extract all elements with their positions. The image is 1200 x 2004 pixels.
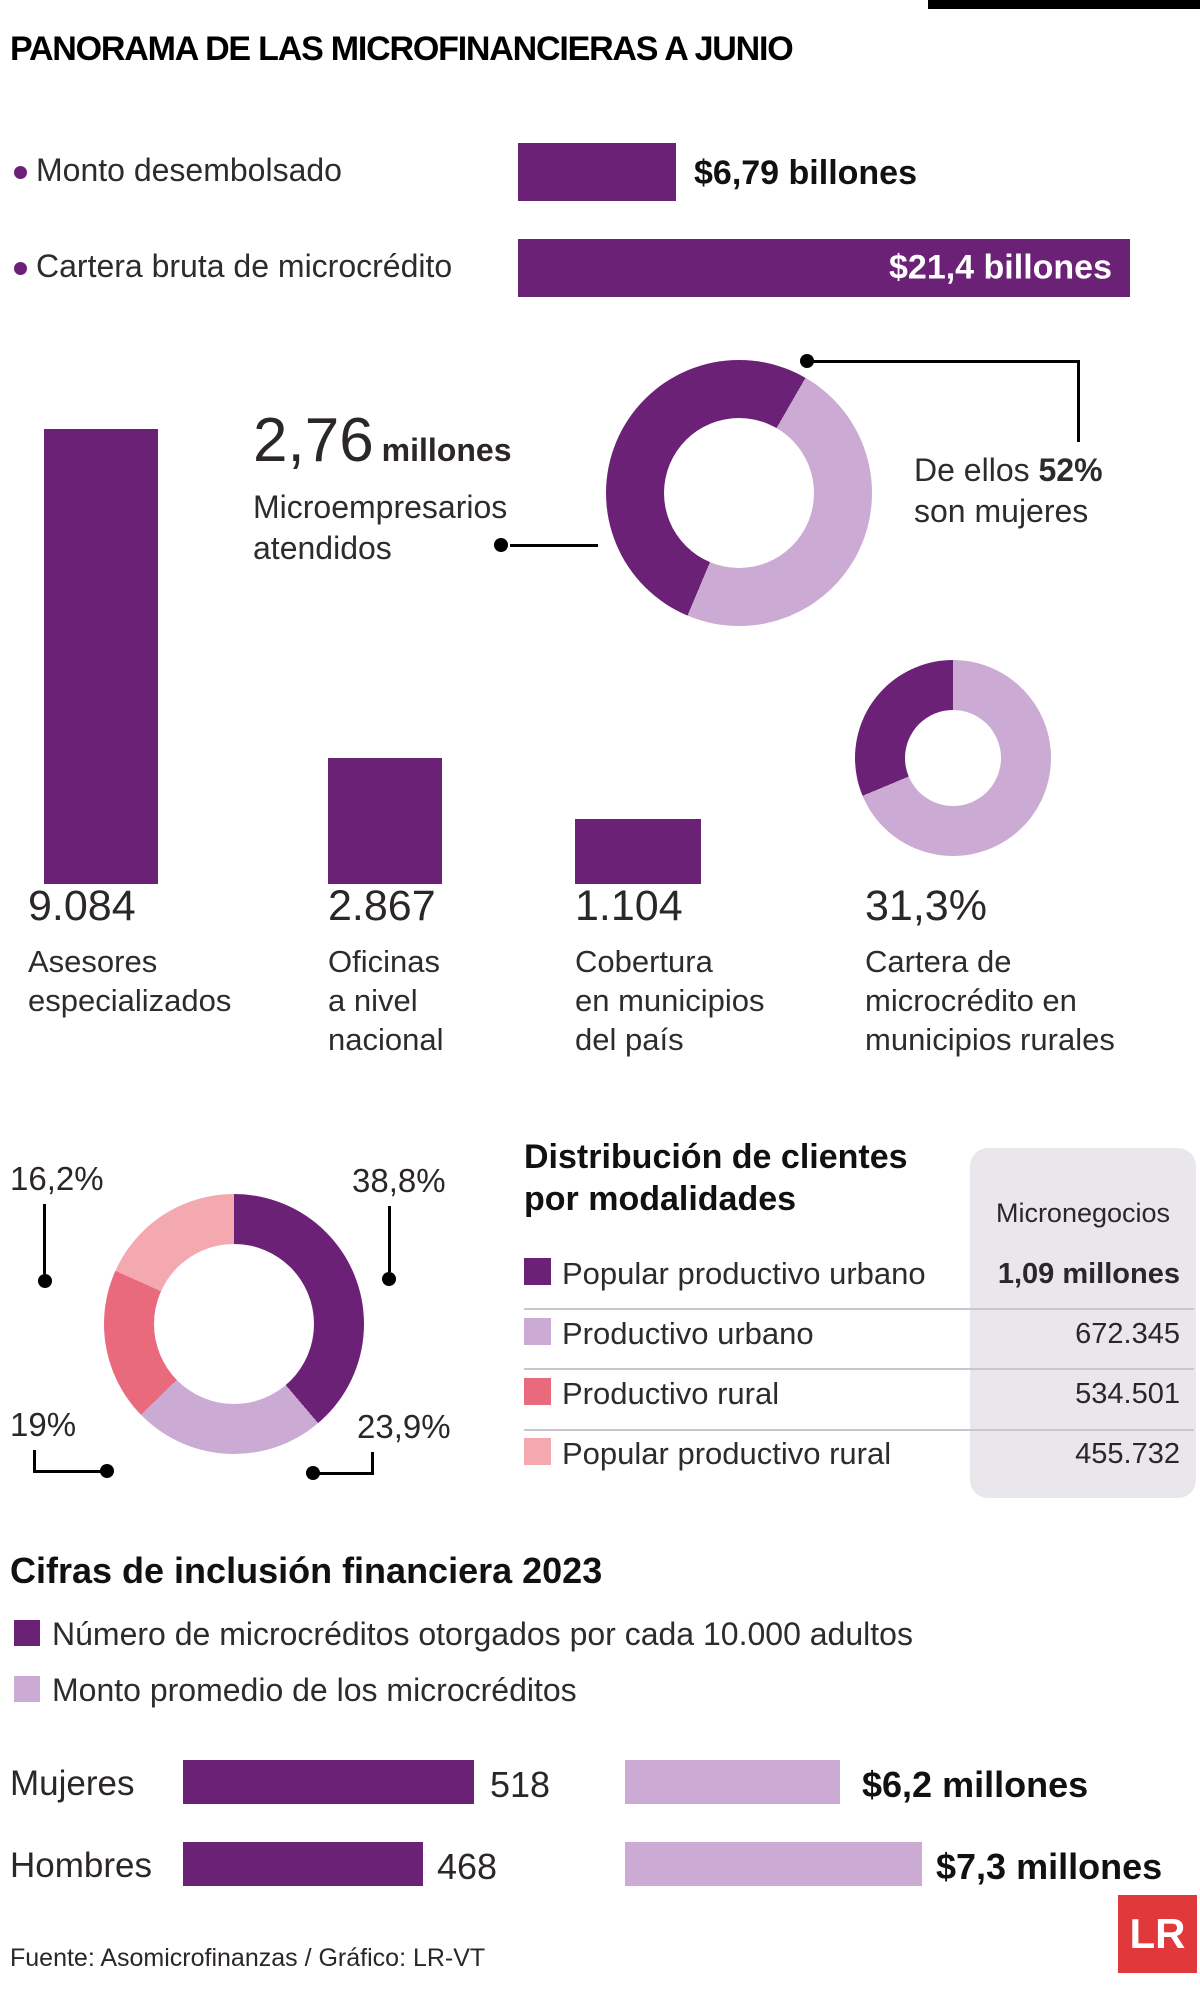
microempresarios-number: 2,76 millones bbox=[253, 406, 512, 475]
legend-swatch-light-pink bbox=[524, 1438, 551, 1465]
inclusion-legend-label: Monto promedio de los microcréditos bbox=[52, 1672, 577, 1708]
stat-label: Cobertura en municipios del país bbox=[575, 944, 765, 1057]
bullet-icon bbox=[14, 262, 27, 275]
source-credit: Fuente: Asomicrofinanzas / Gráfico: LR-V… bbox=[10, 1944, 486, 1972]
microempresarios-desc: Microempresarios atendidos bbox=[253, 489, 508, 566]
stat-label: Cartera de microcrédito en municipios ru… bbox=[865, 944, 1115, 1057]
amount-bar-hombres bbox=[625, 1842, 922, 1886]
top-rule bbox=[928, 0, 1200, 9]
callout-line bbox=[318, 1472, 374, 1475]
legend-value: 455.732 bbox=[1075, 1438, 1180, 1470]
callout-line bbox=[43, 1204, 46, 1274]
donut-modalities bbox=[104, 1194, 364, 1454]
stat-value: 2.867 bbox=[328, 882, 436, 930]
donut-rural bbox=[855, 660, 1051, 856]
legend-label: Productivo rural bbox=[562, 1376, 780, 1411]
separator bbox=[524, 1308, 1194, 1310]
lr-logo: LR bbox=[1118, 1895, 1197, 1973]
amount-bar-monto bbox=[518, 143, 676, 201]
slice-label-pink: 19% bbox=[10, 1406, 77, 1443]
separator bbox=[524, 1429, 1194, 1431]
legend-value: 672.345 bbox=[1075, 1318, 1180, 1350]
amount-bar-cartera: $21,4 billones bbox=[518, 239, 1130, 297]
stat-value: 31,3% bbox=[865, 882, 987, 930]
legend-swatch-lavender bbox=[524, 1318, 551, 1345]
callout-line bbox=[812, 360, 1080, 363]
count-value-mujeres: 518 bbox=[490, 1764, 551, 1805]
amount-label-monto: Monto desembolsado bbox=[36, 152, 342, 188]
callout-dot bbox=[800, 354, 814, 368]
micronegocios-panel bbox=[970, 1148, 1196, 1498]
stat-value: 1.104 bbox=[575, 882, 683, 930]
amount-value-cartera: $21,4 billones bbox=[889, 248, 1112, 287]
row-label-hombres: Hombres bbox=[10, 1846, 152, 1885]
stat-label: Oficinas a nivel nacional bbox=[328, 944, 444, 1057]
stat-label: Asesores especializados bbox=[28, 944, 232, 1018]
callout-line bbox=[1077, 360, 1080, 442]
donut-women bbox=[606, 360, 872, 626]
count-bar-mujeres bbox=[183, 1760, 474, 1804]
amount-value-monto: $6,79 billones bbox=[694, 154, 917, 192]
inclusion-legend-label: Número de microcréditos otorgados por ca… bbox=[52, 1616, 913, 1652]
stat-bar-oficinas bbox=[328, 758, 442, 884]
stat-bar-cobertura bbox=[575, 819, 701, 884]
legend-label: Productivo urbano bbox=[562, 1316, 814, 1351]
legend-swatch-purple bbox=[14, 1620, 40, 1646]
callout-dot bbox=[382, 1272, 396, 1286]
legend-swatch-lavender bbox=[14, 1676, 40, 1702]
callout-dot bbox=[306, 1466, 320, 1480]
inclusion-title: Cifras de inclusión financiera 2023 bbox=[10, 1550, 603, 1591]
bullet-icon bbox=[14, 166, 27, 179]
callout-dot bbox=[38, 1274, 52, 1288]
count-value-hombres: 468 bbox=[437, 1846, 498, 1887]
legend-label: Popular productivo urbano bbox=[562, 1256, 926, 1291]
row-label-mujeres: Mujeres bbox=[10, 1764, 135, 1803]
slice-label-purple: 38,8% bbox=[352, 1162, 446, 1199]
stat-value: 9.084 bbox=[28, 882, 136, 930]
callout-line bbox=[388, 1206, 391, 1272]
callout-dot bbox=[100, 1464, 114, 1478]
page-title: PANORAMA DE LAS MICROFINANCIERAS A JUNIO bbox=[10, 30, 794, 68]
amount-value-mujeres: $6,2 millones bbox=[862, 1764, 1089, 1805]
distribution-title: Distribución de clientes por modalidades bbox=[524, 1138, 908, 1218]
separator bbox=[524, 1368, 1194, 1370]
amount-bar-mujeres bbox=[625, 1760, 840, 1804]
legend-swatch-pink bbox=[524, 1378, 551, 1405]
stat-bar-asesores bbox=[44, 429, 158, 884]
slice-label-lavender: 23,9% bbox=[357, 1408, 451, 1445]
legend-value: 534.501 bbox=[1075, 1378, 1180, 1410]
callout-dot bbox=[494, 538, 508, 552]
callout-line bbox=[33, 1450, 36, 1472]
legend-swatch-purple bbox=[524, 1258, 551, 1285]
amount-value-hombres: $7,3 millones bbox=[936, 1846, 1163, 1887]
panel-header: Micronegocios bbox=[995, 1198, 1171, 1228]
women-note: De ellos 52% son mujeres bbox=[914, 452, 1103, 529]
count-bar-hombres bbox=[183, 1842, 423, 1886]
callout-line bbox=[33, 1470, 103, 1473]
callout-line bbox=[510, 544, 598, 547]
legend-label: Popular productivo rural bbox=[562, 1436, 892, 1471]
legend-value: 1,09 millones bbox=[997, 1258, 1180, 1290]
slice-label-light-pink: 16,2% bbox=[10, 1160, 104, 1197]
callout-line bbox=[371, 1452, 374, 1474]
amount-label-cartera: Cartera bruta de microcrédito bbox=[36, 248, 453, 284]
